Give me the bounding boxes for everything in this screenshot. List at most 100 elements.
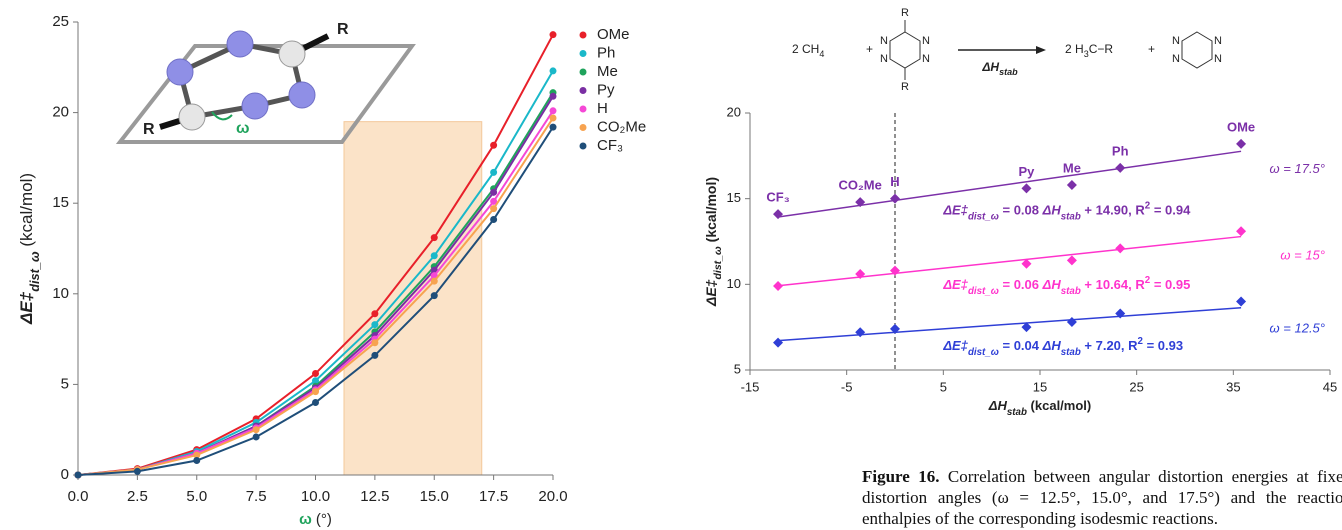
legend-marker <box>579 68 587 76</box>
text-part: stab <box>1061 212 1081 223</box>
plus: + <box>1148 42 1155 56</box>
y-tick-label: 25 <box>52 13 69 30</box>
text-part: = 0.04 <box>999 338 1043 353</box>
text-part: 2 H <box>1065 42 1084 56</box>
x-tick-label: 12.5 <box>360 488 389 505</box>
text-part: + 10.64, R <box>1081 278 1146 293</box>
text-part: 3 <box>1084 49 1089 59</box>
legend-label: H <box>597 100 608 117</box>
x-tick-label: 45 <box>1323 379 1337 394</box>
y-tick-label: 10 <box>727 276 741 291</box>
r-label: R <box>337 21 349 38</box>
legend-label: Py <box>597 81 615 98</box>
legend-marker <box>579 124 587 131</box>
point-label: Me <box>1063 160 1081 175</box>
arrow-label: ΔHstab <box>981 60 1018 77</box>
x-tick-label: 2.5 <box>127 488 148 505</box>
point <box>490 188 498 196</box>
point <box>193 457 201 465</box>
nitrogen: N <box>1172 53 1180 65</box>
point <box>549 92 557 100</box>
fit-line <box>777 307 1242 342</box>
point <box>74 471 82 479</box>
point <box>1066 179 1077 190</box>
legend-label: OMe <box>597 26 630 43</box>
point-label: CF₃ <box>766 190 789 205</box>
text-part: 2 CH <box>792 42 819 56</box>
tetrazine: N N N N <box>1172 31 1222 69</box>
inset-molecule: R R ω <box>115 21 416 144</box>
caption-text: Correlation between angular distortion e… <box>862 467 1342 528</box>
legend-label: CF₃ <box>597 137 623 154</box>
point <box>133 467 141 475</box>
reactant: 2 CH4 <box>792 42 824 59</box>
text-part: 2 <box>1145 201 1151 212</box>
fit-equation: ΔE‡dist_ω = 0.08 ΔHstab + 14.90, R2 = 0.… <box>942 201 1191 223</box>
text-part: stab <box>1061 286 1081 297</box>
point <box>855 327 866 338</box>
y-tick-label: 20 <box>52 104 69 121</box>
fit-line <box>777 150 1242 218</box>
y-tick-label: 5 <box>61 375 69 392</box>
nitrogen: N <box>1214 53 1222 65</box>
nitrogen: N <box>880 35 888 47</box>
omega-label: ω <box>236 120 250 137</box>
point <box>371 310 379 318</box>
text-part: 2 <box>1145 275 1151 286</box>
text-part: dist_ω <box>27 251 42 292</box>
point-label: OMe <box>1227 119 1255 134</box>
x-axis-label: ω (°) <box>299 511 332 528</box>
point <box>1021 183 1032 194</box>
x-tick-label: 5.0 <box>186 488 207 505</box>
point-label: Py <box>1019 164 1036 179</box>
point-label: CO₂Me <box>839 178 882 193</box>
point <box>430 234 438 242</box>
text-part: ΔE‡ <box>17 291 36 325</box>
text-part: ΔE‡ <box>942 338 968 353</box>
point <box>312 399 319 407</box>
text-part: dist_ω <box>968 212 999 223</box>
fit-line <box>777 235 1242 287</box>
point <box>549 31 557 39</box>
text-part: (kcal/mol) <box>703 177 719 246</box>
point <box>430 277 438 285</box>
point <box>1236 138 1247 149</box>
nitrogen: N <box>922 35 930 47</box>
point <box>1021 322 1032 333</box>
point <box>1115 308 1126 319</box>
x-tick-label: 20.0 <box>538 488 567 505</box>
text-part: ΔH <box>1042 203 1062 218</box>
y-tick-label: 5 <box>734 361 741 376</box>
point <box>371 351 379 359</box>
y-tick-label: 15 <box>52 194 69 211</box>
x-tick-label: -5 <box>841 379 853 394</box>
point <box>890 193 900 204</box>
r-group: R <box>901 81 909 93</box>
text-part: stab <box>999 67 1018 77</box>
caption: Figure 16. Correlation between angular d… <box>862 466 1342 529</box>
point <box>1115 162 1126 173</box>
legend-label: CO₂Me <box>597 118 646 135</box>
caption-label: Figure 16. <box>862 467 940 486</box>
legend-label: Ph <box>597 44 615 61</box>
point <box>549 114 557 122</box>
series-label: ω = 17.5° <box>1270 161 1325 176</box>
text-part: = 0.08 <box>999 203 1043 218</box>
text-part: dist_ω <box>968 286 999 297</box>
point <box>855 197 866 208</box>
text-part: dist_ω <box>712 246 724 280</box>
r-label: R <box>143 121 155 138</box>
point <box>193 451 201 459</box>
x-tick-label: 0.0 <box>68 488 89 505</box>
text-part: ΔE‡ <box>942 278 968 293</box>
nitrogen: N <box>1172 35 1180 47</box>
point <box>252 426 260 434</box>
nitrogen: N <box>1214 35 1222 47</box>
text-part: stab <box>1007 407 1027 418</box>
legend-marker <box>579 142 587 150</box>
text-part: ΔH <box>1042 338 1062 353</box>
text-part: 2 <box>1138 336 1144 347</box>
point <box>773 209 784 220</box>
point <box>1066 317 1077 328</box>
